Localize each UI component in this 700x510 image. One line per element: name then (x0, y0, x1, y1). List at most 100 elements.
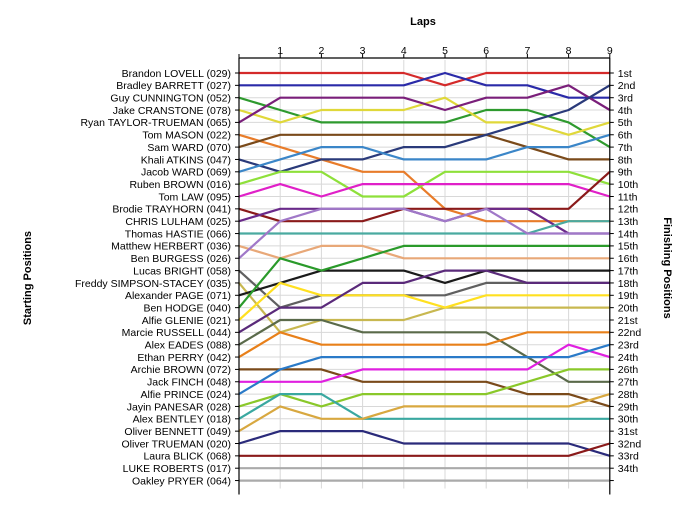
finishing-position-label: 18th (618, 278, 639, 290)
lap-tick-label: 1 (277, 45, 283, 57)
lap-tick-label: 2 (318, 45, 324, 57)
finishing-position-label: 23rd (618, 340, 639, 352)
starting-position-label: LUKE ROBERTS (017) (123, 463, 231, 475)
starting-position-labels: Brandon LOVELL (029)Bradley BARRETT (027… (75, 68, 231, 488)
series-line-18 (238, 282, 610, 334)
starting-position-label: Freddy SIMPSON-STACEY (035) (75, 278, 231, 290)
series-line-11 (238, 183, 611, 198)
starting-position-label: Thomas HASTIE (066) (125, 228, 231, 240)
lap-tick-label: 8 (566, 45, 572, 57)
series-line-29 (238, 393, 610, 420)
series-line-16 (238, 207, 610, 260)
series-line-14 (239, 220, 610, 235)
lap-tick-label: 7 (524, 45, 530, 57)
starting-position-label: Brodie TRAYHORN (041) (112, 204, 231, 216)
starting-position-label: Ethan PERRY (042) (137, 352, 231, 364)
finishing-position-label: 27th (618, 377, 639, 389)
starting-position-label: Ben HODGE (040) (143, 302, 231, 314)
finishing-position-label: 5th (618, 117, 633, 129)
starting-position-label: Alex BENTLEY (018) (133, 414, 231, 426)
starting-position-label: Tom MASON (022) (142, 130, 231, 142)
starting-position-label: Tom LAW (095) (158, 191, 231, 203)
starting-position-label: Ben BURGESS (026) (131, 253, 231, 265)
finishing-position-label: 15th (618, 241, 639, 253)
starting-position-label: Marcie RUSSELL (044) (122, 327, 231, 339)
finishing-position-label: 12th (618, 204, 639, 216)
starting-position-label: Matthew HERBERT (036) (111, 241, 231, 253)
starting-position-label: Lucas BRIGHT (058) (133, 265, 231, 277)
finishing-position-label: 19th (618, 290, 639, 302)
starting-position-label: Alex EADES (088) (145, 340, 231, 352)
finishing-position-label: 29th (618, 401, 639, 413)
finishing-position-label: 22nd (618, 327, 642, 339)
starting-position-label: Alfie PRINCE (024) (141, 389, 231, 401)
finishing-position-label: 7th (618, 142, 633, 154)
finishing-position-label: 24th (618, 352, 639, 364)
y-axis-title-left: Starting Positions (22, 231, 34, 325)
series-line-15 (238, 244, 610, 260)
lap-tick-label: 3 (360, 45, 366, 57)
finishing-position-label: 14th (618, 228, 639, 240)
series-line-24 (238, 331, 610, 359)
series-line-30 (238, 393, 611, 433)
series-line-23 (238, 318, 610, 383)
starting-position-label: Jacob WARD (069) (141, 167, 231, 179)
finishing-position-label: 33rd (618, 451, 639, 463)
finishing-position-label: 13th (618, 216, 639, 228)
finishing-position-label: 34th (618, 463, 639, 475)
finishing-position-label: 30th (618, 414, 639, 426)
series-line-21 (238, 281, 610, 321)
finishing-position-labels: 1st2nd3rd4th5th6th7th8th9th10th11th12th1… (618, 68, 642, 475)
starting-position-label: Sam WARD (070) (147, 142, 231, 154)
starting-position-label: Alexander PAGE (071) (125, 290, 231, 302)
starting-position-label: Guy CUNNINGTON (052) (110, 93, 231, 105)
starting-position-label: Oliver BENNETT (049) (124, 426, 231, 438)
finishing-position-label: 21st (618, 315, 638, 327)
lap-tick-label: 9 (607, 45, 613, 57)
series-line-12 (238, 170, 611, 223)
series-line-7 (238, 133, 610, 161)
series-line-32 (239, 442, 611, 457)
starting-position-label: Bradley BARRETT (027) (116, 80, 231, 92)
starting-position-label: Jack FINCH (048) (147, 377, 231, 389)
series-line-9 (238, 133, 611, 173)
lap-tick-label: 4 (401, 45, 407, 57)
starting-position-label: Jake CRANSTONE (078) (113, 105, 231, 117)
series-line-25 (239, 368, 611, 408)
starting-position-label: Oakley PRYER (064) (132, 475, 231, 487)
axes (235, 54, 614, 495)
starting-position-label: Brandon LOVELL (029) (122, 68, 231, 80)
lap-tick-label: 5 (442, 45, 448, 57)
lap-tick-labels: 1 2 3 4 5 6 7 8 9 (277, 45, 613, 57)
x-axis-title: Laps (410, 16, 436, 28)
starting-position-label: Alfie GLENIE (021) (142, 315, 231, 327)
finishing-position-label: 32nd (618, 438, 642, 450)
starting-position-label: Archie BROWN (072) (131, 364, 231, 376)
y-axis-title-right: Finishing Positions (661, 217, 673, 318)
starting-position-label: CHRIS LULHAM (025) (125, 216, 231, 228)
finishing-position-label: 1st (618, 68, 632, 80)
finishing-position-label: 11th (618, 191, 638, 203)
starting-position-label: Oliver TRUEMAN (020) (122, 438, 232, 450)
series-line-8 (238, 84, 611, 173)
finishing-position-label: 26th (618, 364, 639, 376)
series-line-31 (238, 430, 611, 457)
series-line-20 (238, 244, 610, 309)
series-line-28 (238, 368, 610, 408)
series-line-5 (238, 84, 611, 124)
finishing-position-label: 9th (618, 167, 633, 179)
finishing-position-label: 2nd (618, 80, 636, 92)
position-lines (238, 71, 611, 482)
finishing-position-label: 16th (618, 253, 639, 265)
starting-position-label: Khali ATKINS (047) (141, 154, 231, 166)
lap-tick-label: 6 (483, 45, 489, 57)
series-line-22 (238, 269, 610, 334)
finishing-position-label: 31st (618, 426, 638, 438)
finishing-position-label: 17th (618, 265, 639, 277)
series-line-27 (238, 343, 611, 396)
starting-position-label: Jayin PANESAR (028) (127, 401, 231, 413)
finishing-position-label: 10th (618, 179, 639, 191)
starting-position-label: Laura BLICK (068) (143, 451, 231, 463)
finishing-position-label: 3rd (618, 93, 633, 105)
